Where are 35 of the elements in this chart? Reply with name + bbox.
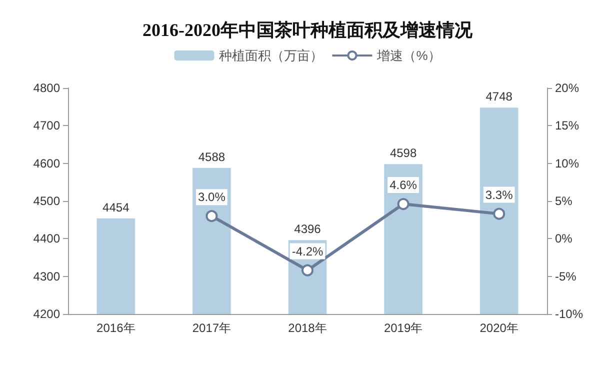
y2-tick-label: 5% [555,194,573,208]
y-tick-label: 4400 [33,232,60,246]
y-tick-label: 4200 [33,307,60,321]
point [206,210,218,222]
data-label: -4.2% [292,244,324,258]
x-tick-label: 2019年 [384,321,423,335]
data-label: 4748 [486,90,513,104]
y-tick-label: 4700 [33,118,60,133]
y2-tick-label: 20% [555,81,580,95]
point [397,198,410,210]
data-label: 4588 [198,150,226,164]
data-label: 4396 [294,222,322,236]
data-label: 4598 [390,146,417,160]
y2-tick-label: 15% [555,118,580,133]
point [493,208,506,220]
data-label: 4454 [102,200,130,214]
x-tick-label: 2016年 [96,321,136,335]
chart-title: 2016-2020年中国茶叶种植面积及增速情况 [142,20,474,40]
x-tick-label: 2020年 [480,321,518,335]
y2-tick-label: -10% [555,307,584,321]
legend-label: 增速（%） [376,48,441,63]
y2-tick-label: 0% [555,232,573,246]
y-tick-label: 4800 [33,81,60,95]
legend-label: 种植面积（万亩） [219,48,324,63]
x-tick-label: 2017年 [192,321,232,335]
x-tick-label: 2018年 [288,321,327,335]
data-label: 3.3% [485,188,514,202]
y-tick-label: 4300 [33,269,60,284]
data-label: 4.6% [390,178,418,192]
y-tick-label: 4500 [33,194,60,208]
y-tick-label: 4600 [33,156,60,170]
y2-tick-label: -5% [555,269,577,284]
data-label: 3.0% [198,190,226,204]
y2-tick-label: 10% [555,156,580,170]
point [302,264,314,276]
